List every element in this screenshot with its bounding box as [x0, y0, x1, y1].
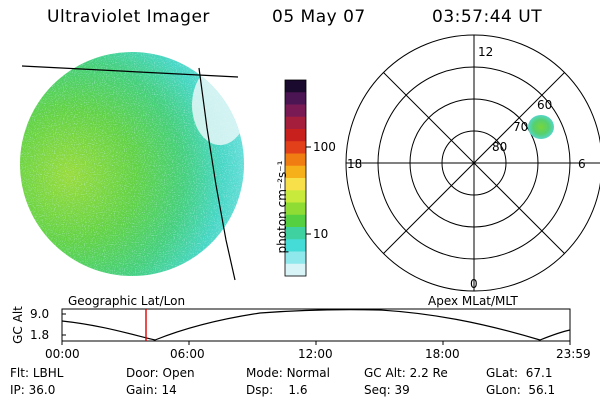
info-flt-value: LBHL	[32, 366, 64, 380]
image-date: 05 May 07	[272, 7, 366, 27]
info-flt: Flt: LBHL	[10, 366, 63, 380]
info-ip: IP: 36.0	[10, 383, 55, 397]
colorbar-segment	[285, 92, 306, 105]
xtick-label-0600: 06:00	[170, 347, 205, 361]
colorbar-segment	[285, 165, 306, 179]
altitude-curve	[61, 309, 571, 341]
info-mode: Mode: Normal	[246, 366, 330, 380]
colorbar-segment	[285, 178, 306, 191]
info-gcalt-label: GC Alt:	[364, 366, 406, 380]
info-ip-value: 36.0	[28, 383, 56, 397]
colorbar-label-10: 10	[313, 227, 329, 241]
xtick-label-1800: 18:00	[425, 347, 460, 361]
info-door-label: Door:	[126, 366, 159, 380]
geo-grid-line	[21, 65, 239, 78]
info-door-value: Open	[162, 366, 195, 380]
info-gcalt-value: 2.2 Re	[409, 366, 448, 380]
info-glon: GLon: 56.1	[486, 383, 555, 397]
colorbar-segment	[285, 190, 306, 203]
info-gain-value: 14	[161, 383, 177, 397]
info-glat-value: 67.1	[525, 366, 553, 380]
info-mode-value: Normal	[286, 366, 330, 380]
info-mode-label: Mode:	[246, 366, 283, 380]
xtick-label-0000: 00:00	[45, 347, 80, 361]
colorbar-segment	[285, 80, 306, 93]
info-glon-label: GLon:	[486, 383, 521, 397]
xtick-label-1200: 12:00	[298, 347, 333, 361]
info-gcalt: GC Alt: 2.2 Re	[364, 366, 448, 380]
altitude-plot	[61, 308, 571, 345]
info-glon-value: 56.1	[528, 383, 556, 397]
colorbar-segment	[285, 141, 306, 154]
mlt-label-0: 0	[470, 277, 478, 291]
colorbar-label-100: 100	[313, 140, 336, 154]
xtick-label-2359: 23:59	[556, 347, 591, 361]
info-glat: GLat: 67.1	[486, 366, 552, 380]
info-dsp-label: Dsp:	[246, 383, 274, 397]
auroral-spot	[528, 115, 554, 139]
earth-disk-image	[20, 52, 244, 281]
colorbar-segment	[285, 251, 306, 265]
colorbar-frame	[284, 79, 307, 277]
info-flt-label: Flt:	[10, 366, 29, 380]
polar-plot	[345, 34, 600, 292]
colorbar-segment	[285, 104, 306, 118]
mlt-label-6: 6	[578, 157, 586, 171]
info-ip-label: IP:	[10, 383, 25, 397]
info-gain: Gain: 14	[126, 383, 177, 397]
info-gain-label: Gain:	[126, 383, 158, 397]
lat-label-80: 80	[492, 140, 508, 154]
altitude-ylabel: GC Alt	[11, 306, 25, 344]
colorbar-segment	[285, 129, 306, 142]
info-dsp-value: 1.6	[288, 383, 308, 397]
colorbar-segment	[285, 239, 306, 252]
info-seq: Seq: 39	[364, 383, 410, 397]
info-seq-label: Seq:	[364, 383, 391, 397]
ytick-label-1.8: 1.8	[30, 328, 50, 342]
colorbar-segment	[285, 263, 306, 277]
colorbar-segment	[285, 227, 306, 240]
colorbar-label: photon cm⁻²s⁻¹	[275, 160, 289, 254]
info-dsp: Dsp: 1.6	[246, 383, 308, 397]
colorbar-segment	[285, 202, 306, 216]
terminator-line	[198, 67, 236, 281]
lat-label-70: 70	[513, 120, 529, 134]
lat-label-60: 60	[537, 98, 553, 112]
colorbar	[285, 80, 306, 277]
colorbar-segment	[285, 153, 306, 167]
info-door: Door: Open	[126, 366, 195, 380]
mlt-label-18: 18	[347, 157, 363, 171]
colorbar-segment	[285, 116, 306, 130]
instrument-title: Ultraviolet Imager	[47, 7, 210, 27]
ytick-label-9: 9.0	[30, 307, 50, 321]
apex-caption: Apex MLat/MLT	[428, 294, 518, 308]
info-seq-value: 39	[394, 383, 410, 397]
polar-diagonal-2	[383, 72, 565, 254]
image-time: 03:57:44 UT	[432, 7, 543, 27]
colorbar-segment	[285, 214, 306, 228]
mlt-label-12: 12	[478, 45, 494, 59]
info-glat-label: GLat:	[486, 366, 519, 380]
geo-caption: Geographic Lat/Lon	[68, 294, 186, 308]
